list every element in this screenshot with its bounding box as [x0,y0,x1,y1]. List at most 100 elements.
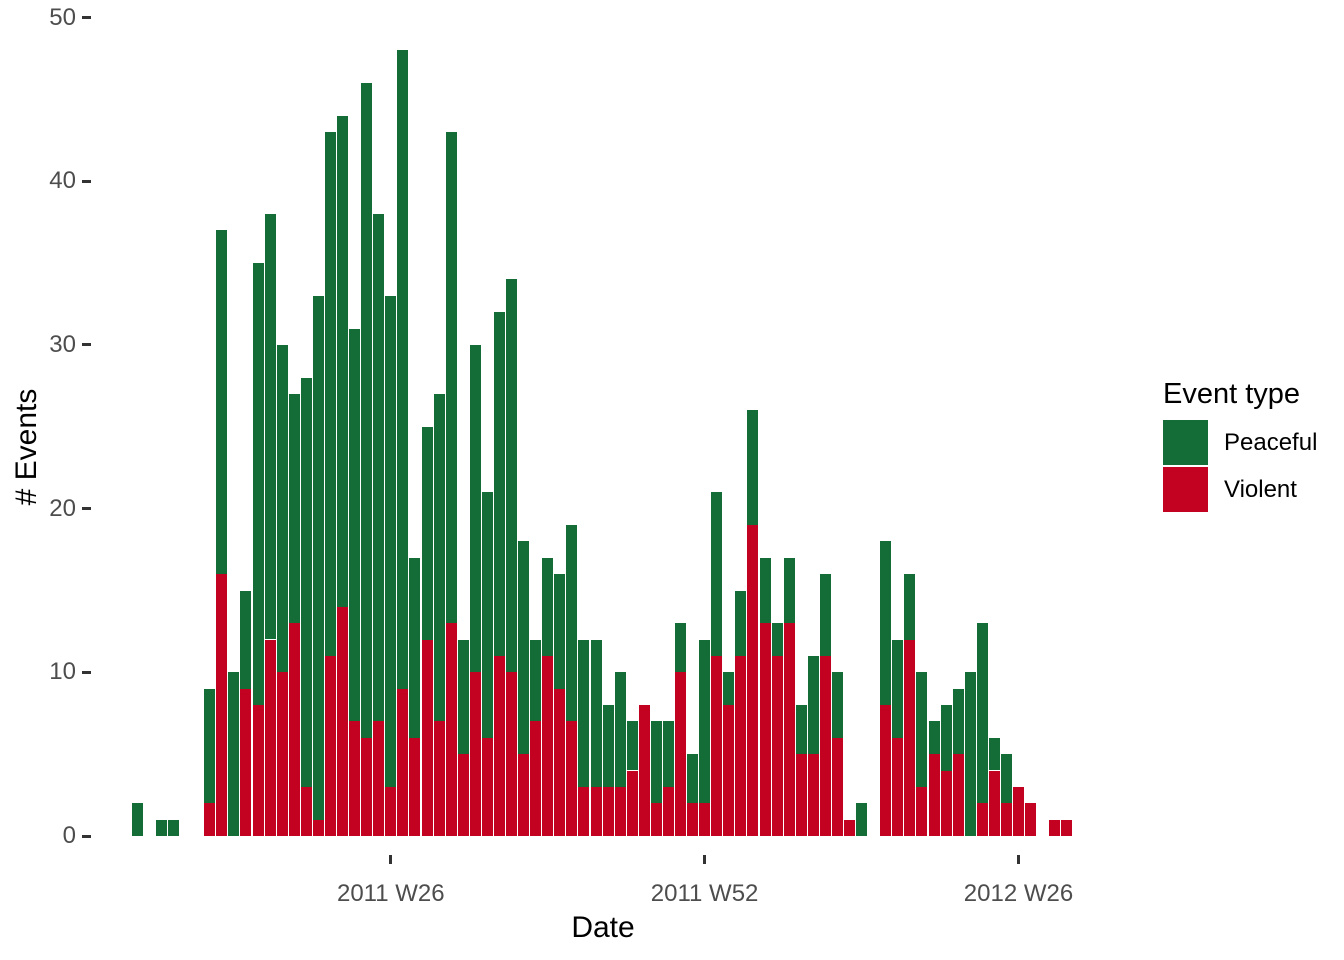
bar-segment-violent [542,655,554,836]
bar-segment-violent [240,688,252,836]
bar-segment-peaceful [928,721,940,755]
y-axis-title: # Events [10,388,43,506]
bar-segment-peaceful [771,623,783,656]
bar-segment-peaceful [1000,754,1012,804]
bar-segment-violent [675,672,686,836]
bar-segment-violent [771,655,783,836]
bar-segment-violent [252,705,264,836]
bar-segment-peaceful [795,705,807,755]
bar-segment-violent [880,705,892,836]
legend-title: Event type [1163,378,1301,410]
bar-segment-peaceful [252,263,264,705]
x-tick-label: 2012 W26 [963,880,1074,907]
bar-segment-peaceful [337,115,348,607]
legend-label-violent: Violent [1224,476,1297,503]
x-tick-mark [703,855,707,864]
legend-swatch-peaceful [1163,420,1208,465]
x-tick-mark [389,855,393,864]
bar-segment-peaceful [493,312,505,656]
bar-segment-violent [892,737,904,836]
bar-segment-peaceful [988,737,1000,771]
bar-segment-violent [349,721,361,836]
x-tick-label: 2011 W52 [650,880,759,907]
bar-segment-violent [433,721,445,836]
bar-segment-peaceful [590,639,602,787]
bar-segment-violent [638,705,650,836]
bar-segment-violent [735,655,747,836]
bar-segment-peaceful [916,672,928,787]
bar-segment-peaceful [735,590,747,656]
bar-segment-peaceful [614,672,626,787]
bar-segment-violent [831,737,843,836]
bar-segment-peaceful [892,639,904,738]
bar-segment-peaceful [976,623,988,804]
bar-segment-peaceful [240,590,252,689]
bar-segment-violent [687,803,699,836]
bar-segment-peaceful [542,557,554,656]
bar-segment-violent [988,770,1000,836]
bar-segment-violent [795,754,807,836]
bar-segment-peaceful [904,574,916,640]
bar-segment-peaceful [650,721,662,804]
bar-segment-peaceful [433,394,445,722]
bar-segment-peaceful [880,541,892,705]
bar-segment-peaceful [759,557,771,624]
bar-segment-peaceful [349,328,361,722]
bar-segment-peaceful [168,819,179,836]
y-tick-mark [82,16,91,19]
bar-segment-peaceful [856,803,868,836]
bar-segment-peaceful [506,279,517,673]
y-tick-label: 0 [62,822,76,849]
legend-label-peaceful: Peaceful [1224,429,1318,456]
bar-segment-violent [324,655,336,836]
bar-segment-peaceful [783,557,795,624]
bar-segment-violent [554,688,566,836]
bar-segment-peaceful [747,410,759,525]
bar-segment-peaceful [566,525,578,722]
bar-segment-peaceful [312,295,324,820]
bar-segment-peaceful [324,132,336,656]
bar-segment-violent [204,803,216,836]
bar-segment-peaceful [385,295,397,787]
bar-segment-peaceful [481,492,493,738]
bar-segment-peaceful [216,230,228,575]
bar-segment-violent [928,754,940,836]
bar-segment-violent [469,672,481,836]
bar-segment-violent [699,803,711,836]
bar-segment-violent [614,786,626,836]
bar-segment-peaceful [361,83,373,738]
bar-segment-violent [844,819,855,836]
bar-segment-peaceful [518,541,530,755]
y-tick-label: 30 [49,330,76,358]
bar-segment-violent [445,623,457,836]
bar-segment-violent [1000,803,1012,836]
y-tick-mark [82,670,91,674]
bar-segment-peaceful [819,574,831,656]
x-tick-mark [1017,855,1020,864]
bar-segment-violent [723,705,735,836]
bar-segment-violent [518,754,530,836]
bar-segment-violent [264,639,276,836]
x-axis-title: Date [571,911,635,944]
bar-segment-peaceful [675,623,686,673]
bar-segment-violent [1049,819,1061,836]
bar-segment-violent [626,770,638,836]
bar-segment-violent [952,754,964,836]
bar-segment-peaceful [276,344,288,673]
bar-segment-violent [276,672,288,836]
bar-segment-violent [783,623,795,836]
bar-segment-peaceful [662,721,674,787]
y-tick-mark [82,179,91,183]
bar-segment-violent [976,803,988,836]
y-tick-mark [82,834,91,838]
bar-segment-violent [650,803,662,836]
bar-segment-violent [530,721,542,836]
bar-segment-violent [385,786,397,836]
bar-segment-violent [940,770,952,836]
bar-segment-peaceful [264,213,276,640]
bar-segment-violent [711,655,723,836]
bar-segment-violent [506,672,517,836]
y-tick-mark [82,343,91,347]
x-tick-label: 2011 W26 [336,880,445,907]
